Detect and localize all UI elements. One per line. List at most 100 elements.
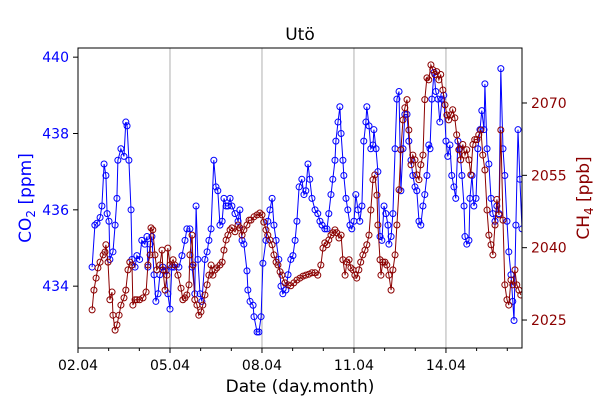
co2-point (472, 194, 480, 202)
co2-point (141, 240, 149, 248)
ch4-point (493, 195, 501, 203)
ch4-point (373, 191, 381, 199)
co2-point (308, 194, 316, 202)
ch4-point (453, 131, 461, 139)
ch4-point (317, 261, 325, 269)
co2-point (198, 297, 206, 305)
ch4-point (88, 306, 96, 314)
co2-point (194, 255, 202, 263)
ch4-point (501, 281, 509, 289)
ch4-point (117, 301, 125, 309)
co2-point (98, 202, 106, 210)
co2-point (438, 95, 446, 103)
ch4-point (451, 114, 459, 122)
ch4-point (491, 221, 499, 229)
y-axis-label-left: CO2 [ppm] (16, 153, 38, 243)
chart-title: Utö (285, 25, 315, 45)
y-right-label-unit: [ppb] (574, 156, 594, 207)
co2-point (510, 317, 518, 325)
co2-point (268, 194, 276, 202)
co2-point (123, 122, 131, 130)
ch4-point (371, 171, 379, 179)
co2-point (458, 171, 466, 179)
ch4-point (323, 241, 331, 249)
y-axis-label-right: CH4 [ppb] (574, 156, 596, 239)
co2-point (224, 202, 232, 210)
co2-point (389, 210, 397, 218)
ch4-point (220, 246, 228, 254)
ch4-point (441, 101, 449, 109)
ch4-point (353, 274, 361, 282)
y-left-tick-label: 438 (42, 126, 69, 142)
ch4-point (439, 86, 447, 94)
ch4-point (139, 294, 147, 302)
ch4-point (443, 111, 451, 119)
ch4-point (463, 146, 471, 154)
co2-point (100, 160, 108, 168)
co2-point (306, 175, 314, 183)
ch4-point (211, 266, 219, 274)
co2-point (120, 152, 128, 160)
ch4-point (397, 146, 405, 154)
co2-point (452, 194, 460, 202)
ch4-point (387, 286, 395, 294)
ch4-point (101, 248, 109, 256)
ch4-point (302, 271, 310, 279)
ch4-point (479, 151, 487, 159)
ch4-point (197, 308, 205, 316)
ch4-point (337, 231, 345, 239)
ch4-point (122, 286, 130, 294)
co2-point (342, 194, 350, 202)
co2-point (370, 126, 378, 134)
ch4-point (507, 276, 515, 284)
co2-point (152, 297, 160, 305)
ch4-point (144, 261, 152, 269)
co2-point (210, 156, 218, 164)
co2-point (419, 202, 427, 210)
co2-point (360, 137, 368, 145)
ch4-point (171, 261, 179, 269)
ch4-point (240, 226, 248, 234)
ch4-point (260, 218, 268, 226)
y-left-label-sub: 2 (24, 210, 38, 218)
co2-point (442, 137, 450, 145)
ch4-point (403, 96, 411, 104)
ch4-point (495, 211, 503, 219)
co2-point (344, 206, 352, 214)
ch4-point (205, 271, 213, 279)
ch4-point (188, 231, 196, 239)
co2-point (505, 248, 513, 256)
ch4-point (383, 261, 391, 269)
co2-point (409, 171, 417, 179)
co2-point (474, 145, 482, 153)
co2-point (103, 210, 111, 218)
co2-point (304, 160, 312, 168)
co2-point (337, 129, 345, 137)
co2-point (125, 156, 133, 164)
co2-point (298, 175, 306, 183)
ch4-point (411, 156, 419, 164)
ch4-point (308, 269, 316, 277)
co2-point (291, 236, 299, 244)
ch4-point (268, 241, 276, 249)
co2-point (231, 210, 239, 218)
ch4-point (345, 256, 353, 264)
co2-point (192, 202, 200, 210)
co2-point (417, 221, 425, 229)
ch4-point (94, 264, 102, 272)
ch4-point (174, 271, 182, 279)
ch4-point (90, 286, 98, 294)
ch4-point (278, 271, 286, 279)
co2-point (111, 221, 119, 229)
co2-point (384, 221, 392, 229)
ch4-point (102, 241, 110, 249)
ch4-point (393, 221, 401, 229)
ch4-point (222, 236, 230, 244)
ch4-point (509, 281, 517, 289)
co2-point (465, 236, 473, 244)
co2-point (249, 301, 257, 309)
co2-point (250, 313, 258, 321)
ch4-point (189, 261, 197, 269)
co2-point (289, 252, 297, 260)
